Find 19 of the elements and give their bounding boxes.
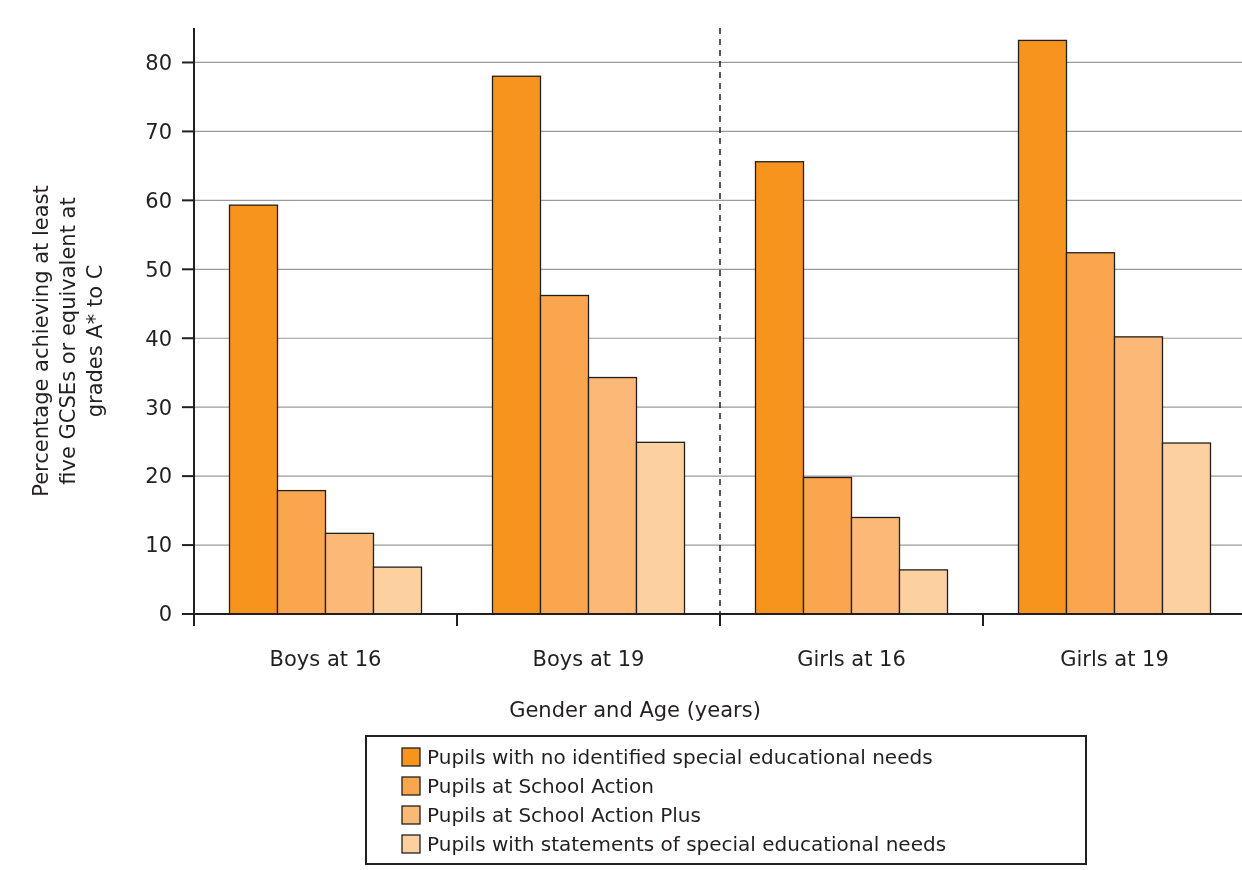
legend-label: Pupils at School Action Plus bbox=[427, 803, 701, 827]
x-tick-label: Girls at 19 bbox=[1060, 647, 1169, 671]
y-tick-label: 40 bbox=[145, 326, 172, 351]
y-tick-label: 10 bbox=[145, 533, 172, 558]
x-tick-label: Boys at 19 bbox=[532, 647, 645, 671]
y-tick-label: 80 bbox=[145, 50, 172, 75]
y-axis-title: Percentage achieving at least five GCSEs or equivalent at grades A* to C bbox=[29, 185, 107, 497]
y-tick-label: 50 bbox=[145, 257, 172, 282]
legend-label: Pupils at School Action bbox=[427, 774, 654, 798]
x-axis-title: Gender and Age (years) bbox=[509, 698, 761, 722]
legend-label: Pupils with no identified special educational needs bbox=[427, 745, 933, 769]
x-tick-label: Boys at 16 bbox=[269, 647, 382, 671]
y-tick-label: 20 bbox=[145, 464, 172, 489]
y-tick-label: 60 bbox=[145, 188, 172, 213]
legend-label: Pupils with statements of special educational needs bbox=[427, 832, 947, 856]
y-tick-label: 30 bbox=[145, 395, 172, 420]
x-tick-label: Girls at 16 bbox=[797, 647, 906, 671]
y-tick-label: 70 bbox=[145, 119, 172, 144]
y-tick-label: 0 bbox=[158, 602, 172, 627]
